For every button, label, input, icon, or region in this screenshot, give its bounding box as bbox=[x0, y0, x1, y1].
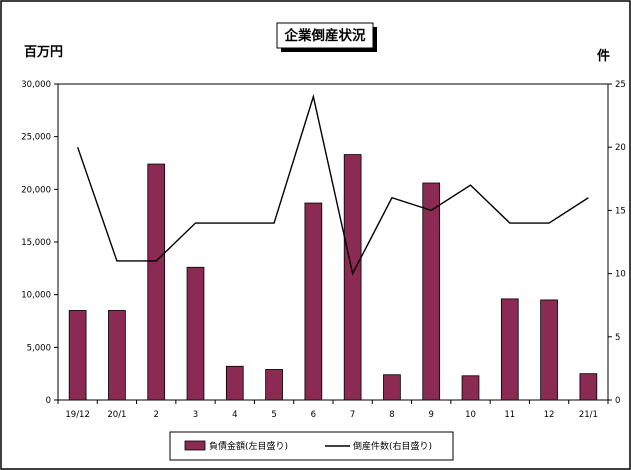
x-tick-label: 7 bbox=[350, 410, 355, 420]
bar bbox=[265, 369, 283, 401]
bar bbox=[304, 202, 323, 401]
x-tick-label: 8 bbox=[389, 410, 394, 420]
right-axis-ticks: 0 5 10 15 20 25 bbox=[608, 80, 626, 406]
x-axis-ticks: 19/12 20/1 2 3 4 5 6 7 8 9 10 11 12 21/1 bbox=[57, 400, 609, 420]
count-line bbox=[76, 93, 589, 276]
line-series bbox=[76, 93, 589, 276]
left-tick-label: 10,000 bbox=[21, 291, 51, 301]
right-tick-label: 20 bbox=[615, 143, 626, 153]
bar bbox=[68, 310, 87, 401]
x-tick-label: 6 bbox=[311, 410, 316, 420]
right-tick-label: 15 bbox=[615, 206, 626, 216]
x-tick-label: 9 bbox=[428, 410, 433, 420]
legend-bar-swatch bbox=[184, 440, 206, 451]
x-tick-label: 12 bbox=[544, 410, 555, 420]
bar bbox=[461, 375, 480, 401]
bar bbox=[343, 154, 362, 401]
bar bbox=[225, 365, 244, 401]
right-tick-label: 10 bbox=[615, 270, 626, 280]
legend-box bbox=[169, 431, 454, 461]
left-tick-label: 5,000 bbox=[27, 343, 51, 353]
x-tick-label: 5 bbox=[271, 410, 276, 420]
bar bbox=[147, 163, 166, 401]
x-tick-label: 4 bbox=[232, 410, 237, 420]
bar bbox=[579, 373, 598, 401]
bar bbox=[186, 266, 205, 401]
x-tick-label: 21/1 bbox=[579, 410, 598, 420]
x-tick-label: 3 bbox=[193, 410, 198, 420]
x-tick-label: 19/12 bbox=[65, 410, 90, 420]
legend-line-label: 倒産件数(右目盛り) bbox=[353, 440, 432, 452]
bar bbox=[108, 310, 126, 401]
left-tick-label: 15,000 bbox=[21, 238, 51, 248]
right-tick-label: 25 bbox=[615, 80, 626, 90]
left-tick-label: 0 bbox=[46, 396, 51, 406]
x-tick-label: 11 bbox=[504, 410, 515, 420]
bar bbox=[383, 374, 401, 401]
bar-series bbox=[68, 154, 598, 401]
left-tick-label: 25,000 bbox=[21, 133, 51, 143]
right-unit-label: 件 bbox=[597, 48, 610, 64]
x-tick-label: 10 bbox=[465, 410, 476, 420]
left-tick-label: 30,000 bbox=[21, 80, 51, 90]
bar bbox=[540, 299, 558, 401]
right-tick-label: 0 bbox=[615, 396, 620, 406]
bar bbox=[500, 298, 519, 401]
x-tick-label: 2 bbox=[153, 410, 158, 420]
left-tick-label: 20,000 bbox=[21, 185, 51, 195]
left-unit-label: 百万円 bbox=[24, 45, 63, 60]
chart-title: 企業倒産状況 bbox=[284, 27, 366, 44]
right-tick-label: 5 bbox=[615, 333, 620, 343]
legend-bar-label: 負債金額(左目盛り) bbox=[209, 440, 288, 452]
x-tick-label: 20/1 bbox=[107, 410, 126, 420]
title-box bbox=[276, 22, 374, 49]
left-axis-ticks: 0 5,000 10,000 15,000 20,000 25,000 30,000 bbox=[21, 80, 58, 406]
bar bbox=[422, 182, 441, 401]
